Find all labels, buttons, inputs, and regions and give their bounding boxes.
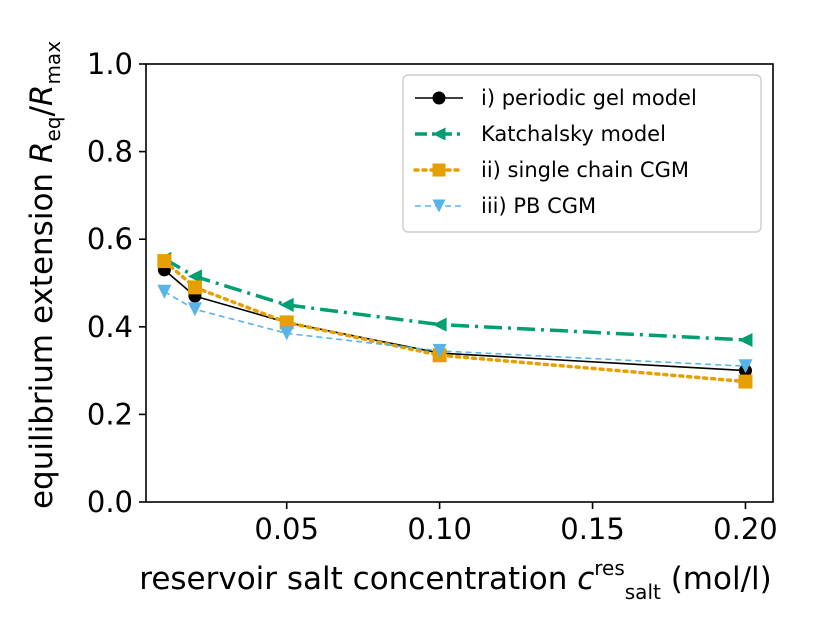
series-line (163, 291, 746, 368)
y-axis-title: equilibrium extension Req/Rmax (24, 41, 65, 509)
x-axis-title: reservoir salt concentration cressalt (m… (139, 556, 771, 604)
x-tick-label: 0.15 (560, 512, 625, 546)
data-point (738, 374, 753, 389)
series-3 (157, 284, 753, 374)
x-axis-title-sup: res (594, 556, 625, 580)
legend-box (402, 74, 762, 233)
y-axis-title-num: R (24, 142, 60, 164)
x-tick-label: 0.20 (713, 512, 778, 546)
legend-marker (432, 199, 446, 213)
series-line (162, 259, 748, 384)
data-point (279, 315, 294, 330)
series-line (163, 269, 746, 372)
y-axis-title-slash: / (24, 106, 60, 117)
legend-label: Katchalsky model (481, 122, 666, 146)
data-point (157, 254, 172, 269)
data-point (187, 269, 202, 284)
legend-marker (432, 163, 446, 177)
y-tick-label: 0.4 (87, 310, 133, 344)
axes-group (145, 63, 774, 503)
series-0 (157, 263, 752, 378)
legend-item: Katchalsky model (415, 122, 666, 146)
y-tick-label: 1.0 (87, 47, 133, 81)
x-ticks: 0.05 0.10 0.15 0.20 (254, 502, 778, 546)
series-1 (157, 251, 753, 347)
y-tick-label: 0.0 (87, 485, 133, 519)
data-point (738, 332, 753, 347)
y-tick-label: 0.6 (87, 222, 133, 256)
data-point (432, 317, 447, 332)
x-tick-label: 0.10 (407, 512, 472, 546)
legend: i) periodic gel model Katchalsky model ii)… (402, 74, 762, 233)
legend-label: i) periodic gel model (481, 86, 697, 110)
legend-label: ii) single chain CGM (481, 158, 689, 182)
y-axis-title-num-sub: eq (41, 117, 65, 142)
x-axis-title-sub: salt (625, 580, 661, 604)
legend-marker (432, 91, 446, 105)
data-point (187, 302, 202, 317)
legend-item: ii) single chain CGM (413, 158, 689, 182)
data-point (279, 297, 294, 312)
data-point (157, 284, 172, 299)
x-axis-title-main: reservoir salt concentration (139, 561, 577, 597)
series-group (157, 251, 753, 389)
series-2 (157, 254, 753, 389)
y-axis-title-den-sub: max (41, 41, 65, 85)
axes-frame (145, 63, 774, 503)
data-point (738, 359, 753, 374)
y-tick-label: 0.8 (87, 135, 133, 169)
data-point (279, 326, 294, 341)
y-axis-title-main: equilibrium extension (24, 163, 60, 509)
legend-item: iii) PB CGM (415, 194, 596, 218)
data-point (432, 343, 447, 358)
y-axis-title-den: R (24, 85, 60, 107)
legend-marker (432, 127, 446, 141)
x-tick-label: 0.05 (254, 512, 319, 546)
y-ticks: 0.0 0.2 0.4 0.6 0.8 1.0 (87, 47, 146, 519)
legend-item: i) periodic gel model (415, 86, 697, 110)
x-axis-title-symbol: c (577, 561, 594, 597)
legend-label: iii) PB CGM (481, 194, 596, 218)
series-line (163, 257, 746, 342)
x-axis-title-unit: (mol/l) (661, 561, 772, 597)
data-point (187, 280, 202, 295)
y-tick-label: 0.2 (87, 397, 133, 431)
